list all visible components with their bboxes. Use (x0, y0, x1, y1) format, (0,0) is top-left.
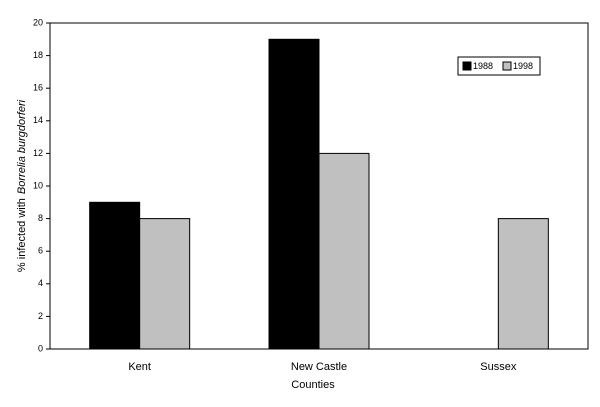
y-tick-label: 4 (38, 278, 43, 288)
x-tick-label: New Castle (291, 361, 347, 373)
legend-label: 1988 (473, 61, 493, 71)
y-tick-label: 2 (38, 311, 43, 321)
x-tick-label: Kent (128, 361, 151, 373)
y-tick-label: 8 (38, 213, 43, 223)
bar (268, 38, 320, 350)
legend-frame (457, 56, 541, 76)
y-tick-label: 12 (33, 148, 43, 158)
y-tick-label: 0 (38, 343, 43, 353)
bar (139, 218, 191, 350)
bar (89, 201, 141, 350)
legend-label: 1998 (513, 61, 533, 71)
y-tick-label: 14 (33, 115, 43, 125)
legend: 1988 1998 (457, 56, 541, 76)
legend-swatch (462, 61, 472, 71)
bar (318, 152, 370, 350)
y-axis-label-italic: Borrelia burgdorferi (16, 99, 28, 194)
y-axis-label: % infected with Borrelia burgdorferi (16, 99, 28, 272)
x-axis-label: Counties (291, 379, 335, 391)
x-tick-label: Sussex (480, 361, 517, 373)
y-tick-label: 20 (33, 17, 43, 27)
bar (497, 218, 549, 350)
legend-swatch (502, 61, 512, 71)
y-tick-label: 16 (33, 83, 43, 93)
y-tick-label: 6 (38, 246, 43, 256)
y-axis-label-part: % infected with (16, 198, 28, 272)
y-tick-label: 10 (33, 180, 43, 190)
y-tick-label: 18 (33, 50, 43, 60)
